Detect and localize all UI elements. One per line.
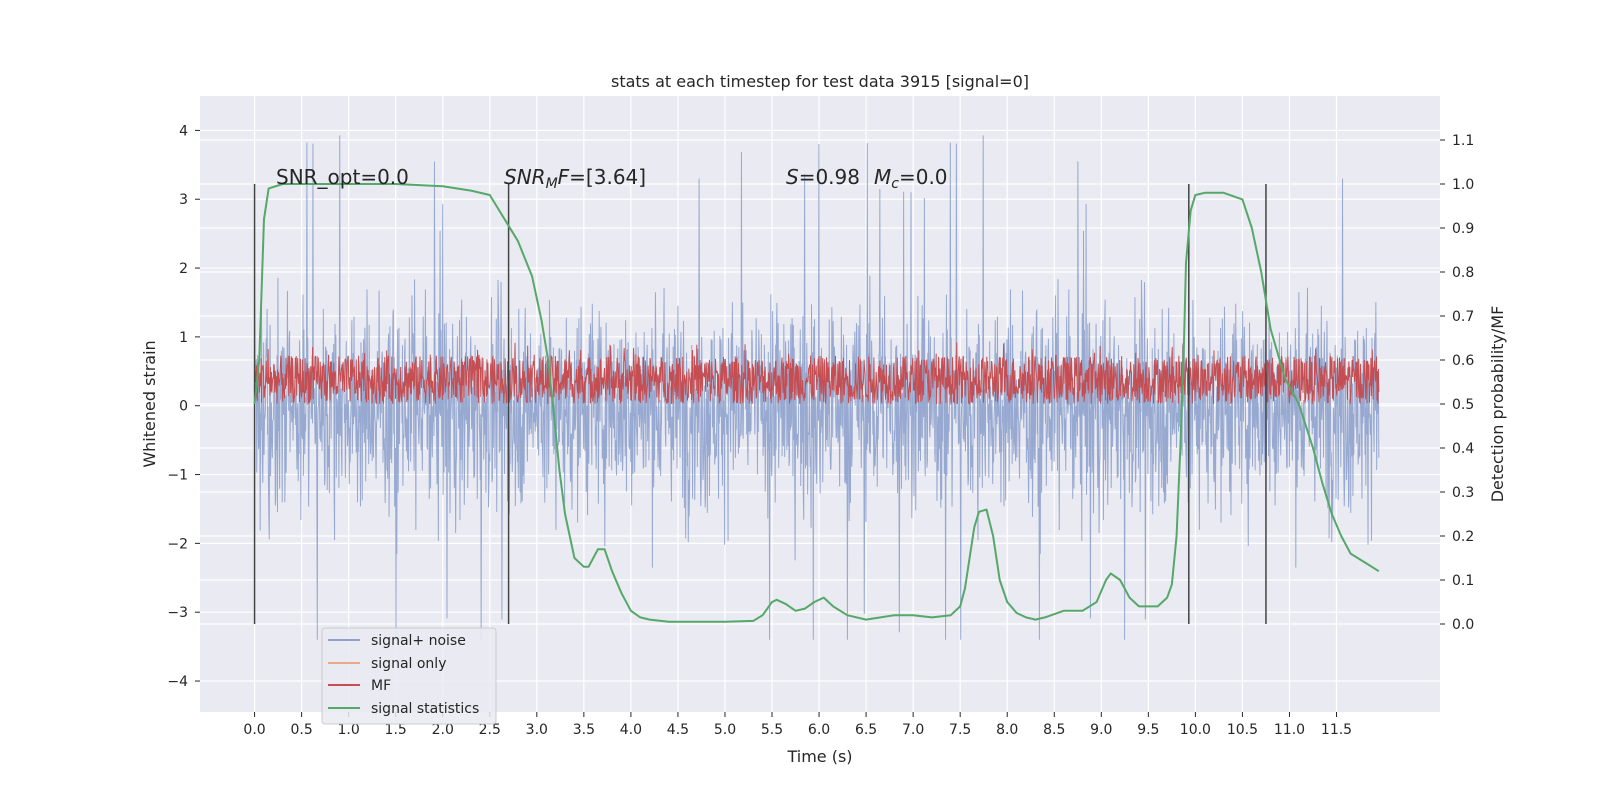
right-tick-label: 0.3 xyxy=(1452,485,1474,501)
x-tick-label: 2.0 xyxy=(432,722,454,738)
signal-statistics-line xyxy=(253,183,1380,623)
left-tick-label: −1 xyxy=(167,468,188,484)
left-tick-label: −3 xyxy=(167,605,188,621)
legend-label-signal-plus-noise: signal+ noise xyxy=(371,633,466,649)
signal-plus-noise-series xyxy=(254,135,1380,640)
x-tick-label: 6.0 xyxy=(808,722,830,738)
x-tick-label: 7.5 xyxy=(949,722,971,738)
legend-label-mf: MF xyxy=(371,678,391,694)
left-tick-label: −2 xyxy=(167,536,188,552)
x-axis-ticks: 0.0 0.5 1.0 1.5 2.0 2.5 3.0 3.5 4.0 4.5 5.0 5.5 6.0 6… xyxy=(243,712,1352,738)
chart-title: stats at each timestep for test data 391… xyxy=(611,72,1029,91)
x-tick-label: 8.0 xyxy=(996,722,1018,738)
x-tick-label: 3.0 xyxy=(526,722,548,738)
x-tick-label: 6.5 xyxy=(855,722,877,738)
left-tick-label: −4 xyxy=(167,674,188,690)
x-tick-label: 5.5 xyxy=(761,722,783,738)
mf-series xyxy=(254,342,1380,405)
x-tick-label: 7.0 xyxy=(902,722,924,738)
left-tick-label: 4 xyxy=(179,123,188,139)
right-tick-label: 0.2 xyxy=(1452,529,1474,545)
right-tick-label: 0.4 xyxy=(1452,441,1474,457)
x-tick-label: 11.5 xyxy=(1321,722,1352,738)
x-tick-label: 9.0 xyxy=(1090,722,1112,738)
legend: signal+ noise signal only MF signal stat… xyxy=(321,627,497,725)
x-axis-label: Time (s) xyxy=(786,747,852,766)
x-tick-label: 11.0 xyxy=(1274,722,1305,738)
signal-plus-noise-line xyxy=(254,135,1380,640)
vertical-markers xyxy=(253,184,1267,624)
right-tick-label: 0.0 xyxy=(1452,617,1474,633)
legend-label-signal-only: signal only xyxy=(371,656,446,672)
x-tick-label: 9.5 xyxy=(1137,722,1159,738)
right-tick-label: 0.9 xyxy=(1452,221,1474,237)
x-tick-label: 4.5 xyxy=(667,722,689,738)
right-tick-label: 0.1 xyxy=(1452,573,1474,589)
right-tick-label: 0.6 xyxy=(1452,353,1474,369)
x-tick-label: 10.5 xyxy=(1227,722,1258,738)
left-tick-label: 2 xyxy=(179,261,188,277)
left-tick-label: 3 xyxy=(179,192,188,208)
right-axis-ticks: 1.1 1.0 0.9 0.8 0.7 0.6 0.5 0.4 0.3 0.2 0.1 0.0 xyxy=(1440,133,1474,633)
right-tick-label: 0.8 xyxy=(1452,265,1474,281)
x-tick-label: 3.5 xyxy=(573,722,595,738)
x-tick-label: 0.5 xyxy=(290,722,312,738)
right-tick-label: 0.5 xyxy=(1452,397,1474,413)
left-axis-ticks: 4 3 2 1 0 −1 −2 −3 −4 xyxy=(167,123,200,690)
x-tick-label: 5.0 xyxy=(714,722,736,738)
x-tick-label: 1.5 xyxy=(385,722,407,738)
right-tick-label: 1.1 xyxy=(1452,133,1474,149)
right-axis-label: Detection probability/MF xyxy=(1488,306,1507,503)
right-tick-label: 0.7 xyxy=(1452,309,1474,325)
x-tick-label: 4.0 xyxy=(620,722,642,738)
left-axis-label: Whitened strain xyxy=(140,340,159,467)
right-tick-label: 1.0 xyxy=(1452,177,1474,193)
legend-box xyxy=(321,627,497,725)
left-tick-label: 1 xyxy=(179,330,188,346)
mf-line xyxy=(254,342,1380,405)
right-gridlines xyxy=(200,139,1440,625)
annotation-snr-opt: SNR_opt=0.0 xyxy=(276,165,409,189)
annotation-stats: S=0.98 Mc=0.0 xyxy=(786,165,948,192)
x-tick-label: 10.0 xyxy=(1180,722,1211,738)
x-tick-label: 0.0 xyxy=(243,722,265,738)
x-tick-label: 8.5 xyxy=(1043,722,1065,738)
left-tick-label: 0 xyxy=(179,399,188,415)
x-tick-label: 1.0 xyxy=(338,722,360,738)
annotation-snr-mf: SNRMF=[3.64] xyxy=(504,165,646,192)
legend-label-signal-statistics: signal statistics xyxy=(371,701,479,717)
x-tick-label: 2.5 xyxy=(479,722,501,738)
signal-statistics-series xyxy=(253,183,1380,623)
